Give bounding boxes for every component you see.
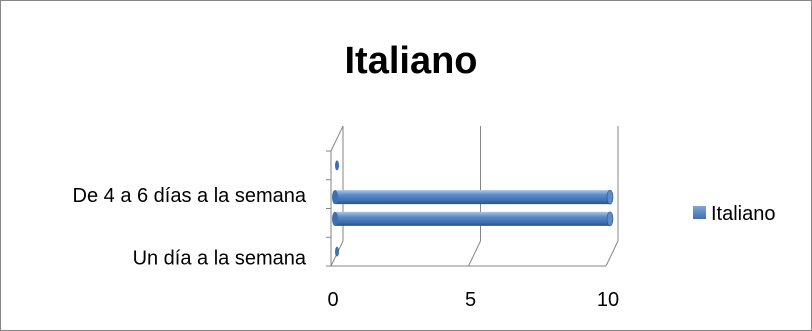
legend-label: Italiano [711,203,776,225]
category-label: Un día a la semana [133,248,307,270]
gridline-floor [605,240,619,267]
bar-body [335,211,610,226]
bar-layer [332,160,614,257]
x-tick-label: 10 [597,289,619,311]
bar-base-cap [332,211,338,226]
bar-zero-disc [335,160,339,171]
label-layer: 0 5 10 Un día a la semana De 4 a 6 días a la… [73,185,620,311]
bar [335,246,339,257]
category-label: De 4 a 6 días a la semana [73,185,307,207]
bar-end-cap [606,211,614,227]
axis-layer [326,125,606,267]
bar-end-cap [606,189,614,205]
bar [332,211,614,227]
bar-zero-disc [335,246,339,257]
chart-title: Italiano [344,40,477,82]
bar [335,160,339,171]
x-tick-label: 5 [465,289,476,311]
bar-base-cap [332,190,338,205]
bar-body [335,190,610,205]
legend: Italiano [693,203,776,225]
x-tick-label: 0 [327,289,338,311]
bar [332,189,614,205]
legend-swatch [693,206,706,219]
gridline-floor [468,240,481,267]
y-axis-top-slant [330,125,344,152]
